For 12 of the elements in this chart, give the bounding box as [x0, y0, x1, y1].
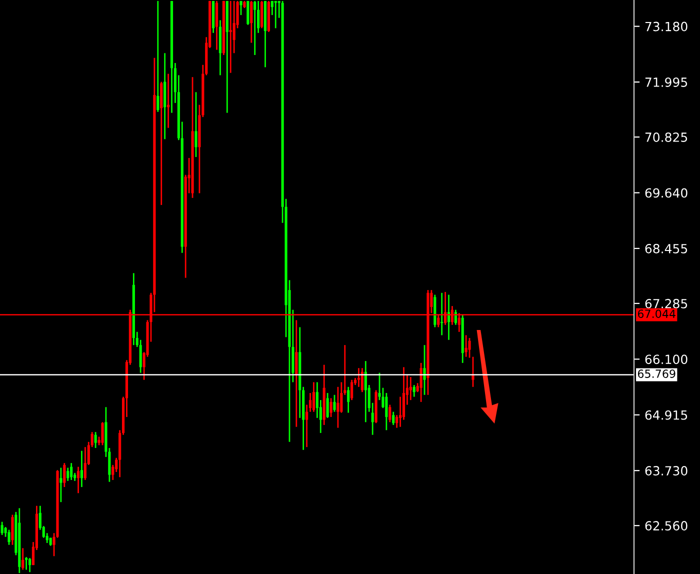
- ref-line-label: 65.769: [638, 370, 676, 378]
- y-tick-label: 71.995: [645, 78, 688, 87]
- ref-line-label: 67.044: [638, 310, 676, 318]
- y-tick-label: 69.640: [645, 188, 688, 198]
- y-tick-label: 70.825: [645, 132, 688, 142]
- y-tick-label: 63.730: [645, 466, 688, 476]
- y-tick-label: 62.560: [645, 521, 688, 531]
- y-tick-label: 73.180: [645, 22, 688, 32]
- y-tick-label: 67.285: [645, 298, 688, 308]
- y-tick-label: 66.100: [645, 354, 688, 364]
- y-tick-label: 64.915: [645, 410, 688, 420]
- y-tick-label: 68.455: [645, 244, 688, 254]
